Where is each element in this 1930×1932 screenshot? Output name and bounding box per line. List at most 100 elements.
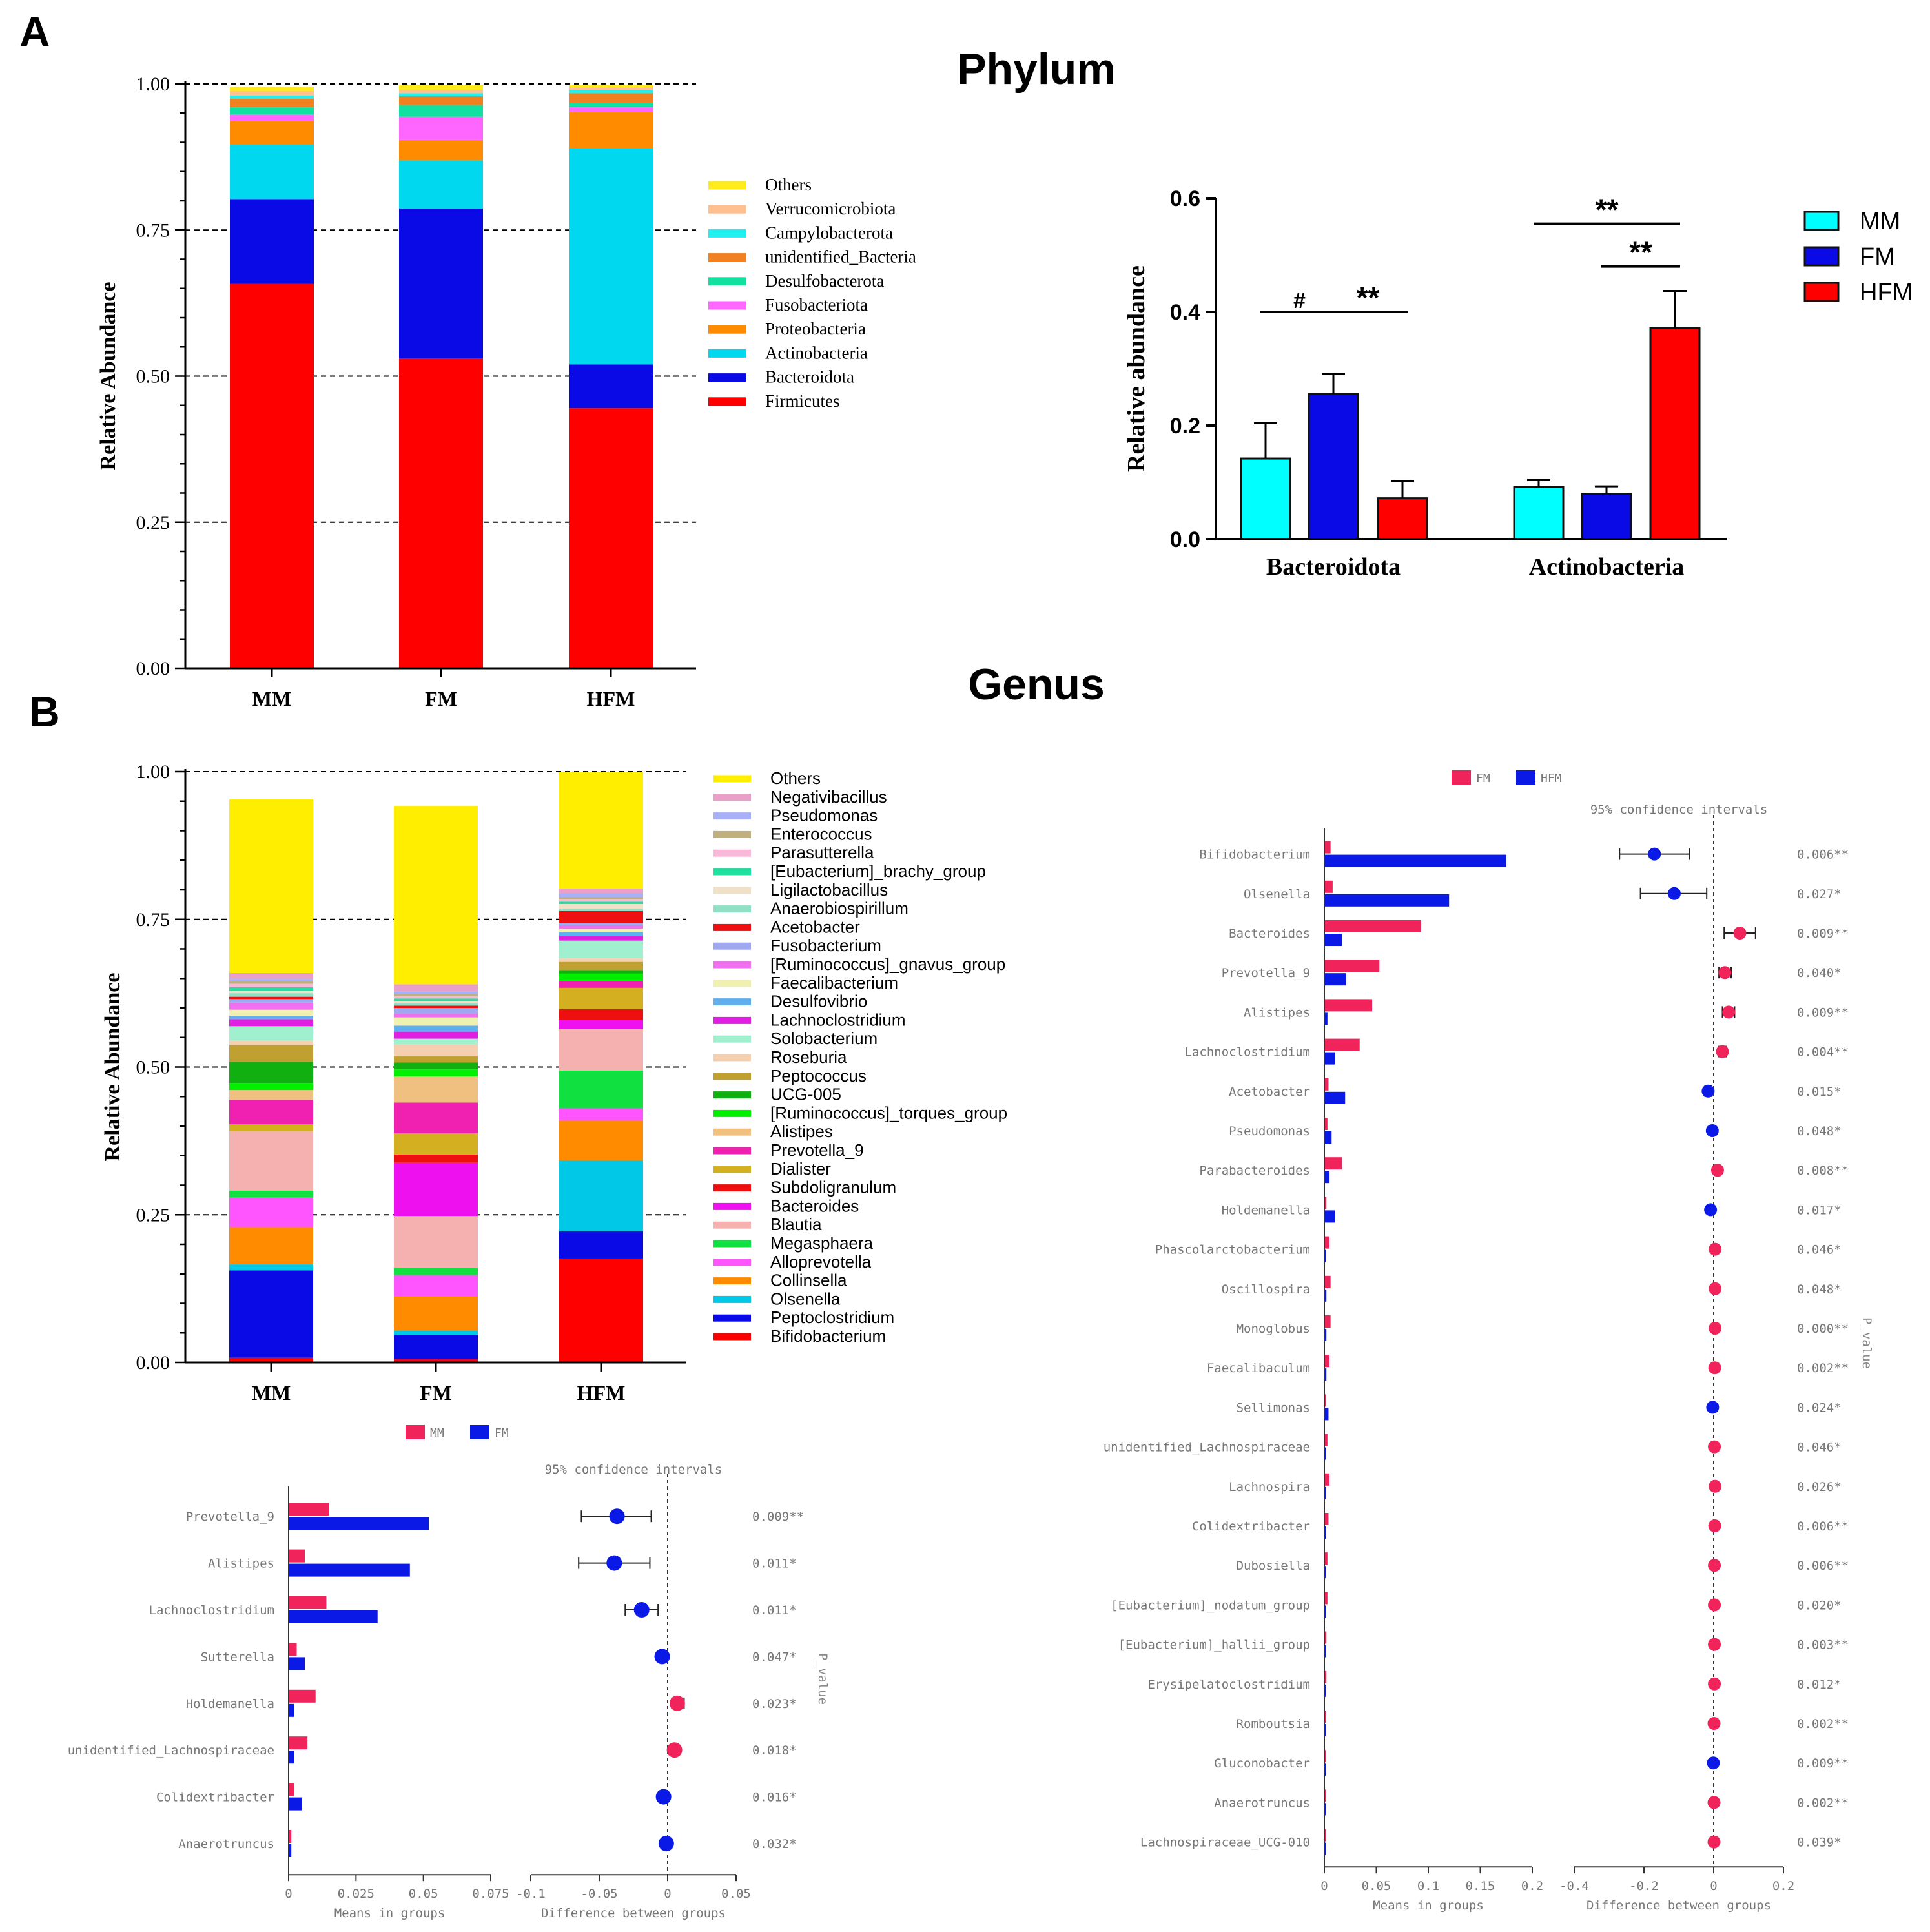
- mean-bar-hfm: [1324, 973, 1346, 986]
- bar-segment-fm-alloprevotella: [394, 1275, 478, 1297]
- row-label-lachnospira: Lachnospira: [1229, 1480, 1310, 1494]
- y-tick-label: 0.50: [136, 1057, 170, 1078]
- mean-bar-mm: [289, 1830, 292, 1843]
- bar-segment-hfm-ruminococcus-gnavus-group: [559, 925, 643, 929]
- means-x-tick-label: 0.025: [338, 1887, 375, 1901]
- difference-point-lachnoclostridium: [633, 1602, 650, 1618]
- bar-segment-mm-negativibacillus: [229, 973, 313, 980]
- row-label-bifidobacterium: Bifidobacterium: [1199, 848, 1310, 862]
- legend-label-desulfovibrio: Desulfovibrio: [770, 992, 867, 1011]
- legend-swatch-mm: [406, 1425, 425, 1439]
- mean-bar-fm: [1324, 841, 1331, 854]
- means-x-axis-label: Means in groups: [1373, 1898, 1484, 1913]
- means-x-tick-label: 0: [285, 1887, 292, 1901]
- mean-bar-hfm: [1324, 934, 1342, 946]
- difference-point-anaerotruncus: [658, 1836, 674, 1851]
- row-label-alistipes: Alistipes: [1244, 1005, 1310, 1020]
- bar-segment-mm-acetobacter: [229, 996, 313, 1000]
- bar-segment-mm-lachnoclostridium: [229, 1019, 313, 1027]
- p-value: 0.002**: [1797, 1361, 1849, 1375]
- means-x-tick-label: 0.15: [1466, 1879, 1495, 1893]
- legend-swatch-blautia: [713, 1221, 751, 1229]
- p-value: 0.016*: [752, 1791, 797, 1805]
- row-label-acetobacter: Acetobacter: [1229, 1085, 1310, 1099]
- mean-bar-mm: [289, 1736, 308, 1750]
- legend-swatch-peptoclostridium: [713, 1314, 751, 1322]
- difference-point-colidextribacter: [1708, 1519, 1721, 1532]
- bar-segment-fm-bacteroides: [394, 1162, 478, 1217]
- legend-label-hfm: HFM: [1541, 772, 1562, 785]
- bar-segment-mm-alloprevotella: [229, 1197, 313, 1228]
- difference-point-phascolarctobacterium: [1709, 1242, 1722, 1256]
- bar-segment-hfm-lachnoclostridium: [559, 936, 643, 941]
- phylum-title: Phylum: [957, 45, 1116, 94]
- bar-segment-hfm-roseburia: [559, 958, 643, 962]
- mean-bar-mm: [289, 1549, 305, 1563]
- bar-segment-fm-peptococcus: [394, 1056, 478, 1063]
- mean-bar-hfm: [1324, 1368, 1327, 1381]
- legend-label-prevotella-9: Prevotella_9: [770, 1140, 864, 1160]
- bar-segment-fm-ruminococcus-torques-group: [394, 1069, 478, 1077]
- legend-label-unidentified-bacteria: unidentified_Bacteria: [765, 247, 916, 267]
- mean-bar-fm: [289, 1563, 410, 1577]
- legend-label-peptoclostridium: Peptoclostridium: [770, 1308, 894, 1327]
- legend-label-pseudomonas: Pseudomonas: [770, 806, 878, 825]
- bar-segment-hfm-pseudomonas: [559, 893, 643, 897]
- bar-segment-fm-firmicutes: [399, 358, 483, 668]
- p-value: 0.047*: [752, 1650, 797, 1664]
- row-label-dubosiella: Dubosiella: [1237, 1559, 1310, 1573]
- mean-bar-fm: [1324, 999, 1373, 1012]
- legend-label-dialister: Dialister: [770, 1159, 831, 1178]
- legend-swatch-pseudomonas: [713, 812, 751, 820]
- difference-point-faecalibaculum: [1708, 1361, 1721, 1375]
- legend-label-roseburia: Roseburia: [770, 1047, 847, 1067]
- legend-swatch-campylobacterota: [708, 229, 746, 238]
- bar-segment-fm-faecalibacterium: [394, 1017, 478, 1026]
- bar-segment-fm-acetobacter: [394, 1005, 478, 1008]
- legend-label-firmicutes: Firmicutes: [765, 391, 840, 411]
- p-value: 0.026*: [1797, 1480, 1842, 1494]
- mean-bar-fm: [1324, 1513, 1329, 1525]
- p-value: 0.032*: [752, 1837, 797, 1851]
- mean-bar-fm: [289, 1657, 305, 1670]
- mean-bar-fm: [1324, 1275, 1331, 1288]
- mean-bar-fm: [1324, 1434, 1328, 1446]
- y-axis-label: Relative Abundance: [101, 973, 125, 1162]
- bar-segment-hfm-firmicutes: [569, 408, 653, 668]
- bar-segment-hfm-eubacterium-brachy-group: [559, 901, 643, 904]
- legend-label-campylobacterota: Campylobacterota: [765, 223, 893, 242]
- means-x-tick-label: 0.05: [409, 1887, 438, 1901]
- p-value: 0.006**: [1797, 848, 1849, 862]
- p-value: 0.002**: [1797, 1717, 1849, 1731]
- bar-segment-hfm-ligilactobacillus: [559, 903, 643, 909]
- mean-bar-hfm: [1324, 1289, 1327, 1302]
- p-value: 0.039*: [1797, 1836, 1842, 1850]
- bar-segment-fm-ruminococcus-gnavus-group: [394, 1014, 478, 1018]
- legend-swatch-fm: [470, 1425, 489, 1439]
- row-label-bacteroides: Bacteroides: [1229, 927, 1310, 941]
- bar-actinobacteria-hfm: [1649, 327, 1701, 540]
- row-label-romboutsia: Romboutsia: [1237, 1717, 1310, 1731]
- legend-label-proteobacteria: Proteobacteria: [765, 319, 866, 338]
- legend-swatch-ucg-005: [713, 1091, 751, 1099]
- bar-segment-mm-ligilactobacillus: [229, 991, 313, 994]
- bar-segment-fm-negativibacillus: [394, 984, 478, 992]
- mean-bar-fm: [289, 1751, 294, 1764]
- p-value: 0.015*: [1797, 1085, 1842, 1099]
- legend-label-fusobacterium: Fusobacterium: [770, 936, 881, 955]
- x-tick-label: Bacteroidota: [1266, 553, 1401, 581]
- row-label-sutterella: Sutterella: [201, 1650, 274, 1664]
- difference-point-bifidobacterium: [1648, 847, 1661, 861]
- bar-segment-mm-unidentified-bacteria: [230, 98, 314, 108]
- mean-bar-fm: [289, 1703, 294, 1717]
- difference-point-holdemanella: [1704, 1203, 1718, 1217]
- difference-point-olsenella: [1667, 887, 1681, 900]
- legend-label-ruminococcus-torques-group: [Ruminococcus]_torques_group: [770, 1103, 1007, 1122]
- legend-label-acetobacter: Acetobacter: [770, 917, 860, 936]
- mean-bar-fm: [289, 1844, 292, 1857]
- difference-point-eubacterium-hallii-group: [1708, 1638, 1721, 1651]
- y-tick-label: 0.0: [1170, 528, 1200, 552]
- legend-swatch-collinsella: [713, 1277, 751, 1285]
- row-label-eubacterium-hallii-group: [Eubacterium]_hallii_group: [1118, 1638, 1310, 1652]
- legend-swatch-mm: [1803, 211, 1840, 231]
